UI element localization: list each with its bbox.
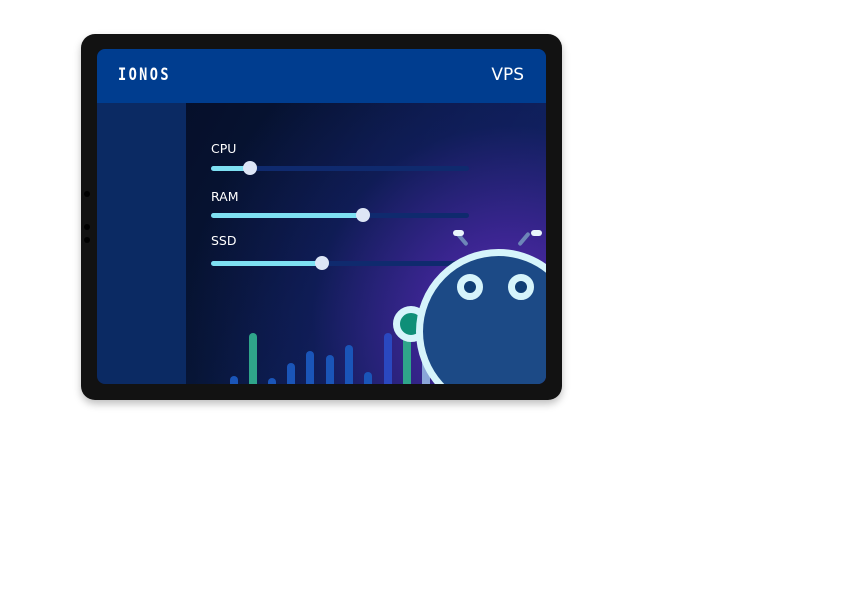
screen: IONOS VPS CPU RAM SSD [97,49,546,384]
decor-bar [268,378,276,384]
camera-dot [84,191,90,197]
antenna [517,231,531,247]
decor-bar [287,363,295,384]
robot-eye [508,274,534,300]
cpu-slider[interactable] [211,161,469,175]
decor-bar [364,372,372,384]
sidebar [97,103,186,384]
ssd-slider[interactable] [211,256,469,270]
sensor-dot [84,224,90,230]
decor-bar [326,355,334,384]
slider-fill [211,261,322,266]
decor-bar [249,333,257,384]
decor-bar [306,351,314,384]
robot-head [416,249,546,384]
decor-bar [345,345,353,384]
ram-label: RAM [211,189,239,204]
slider-thumb[interactable] [314,256,329,270]
ram-slider[interactable] [211,208,469,222]
slider-thumb[interactable] [356,208,371,222]
slider-thumb[interactable] [242,161,257,175]
decor-bar [384,333,392,384]
header: IONOS VPS [97,49,546,103]
antenna-tip [531,230,542,236]
robot-eye [457,274,483,300]
cpu-label: CPU [211,141,237,156]
decor-bar [403,333,411,384]
sensor-dot [84,237,90,243]
logo: IONOS [118,65,171,85]
ssd-label: SSD [211,233,237,248]
antenna-tip [453,230,464,236]
slider-fill [211,213,364,218]
page-title: VPS [491,65,524,85]
slider-fill [211,166,250,171]
decor-bar [230,376,238,384]
